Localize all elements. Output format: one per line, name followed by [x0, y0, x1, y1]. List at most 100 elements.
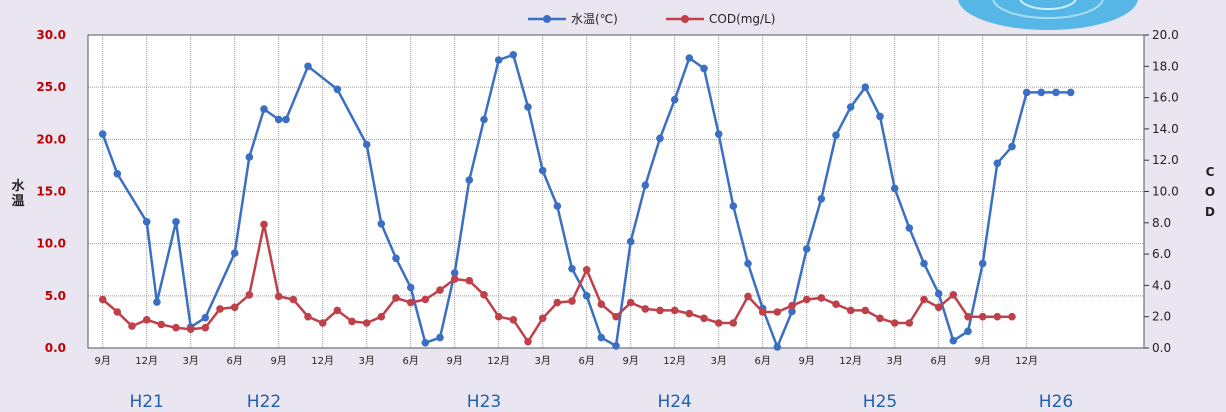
- cod-data-point: [538, 314, 547, 323]
- x-tick-label: 6月: [578, 355, 594, 367]
- cod-data-point: [553, 298, 562, 307]
- water-temp-data-point: [1066, 88, 1075, 97]
- x-tick-label: 12月: [135, 355, 158, 367]
- water-temp-data-point: [113, 170, 122, 178]
- cod-data-point: [582, 266, 591, 274]
- water-temp-data-point: [817, 195, 826, 203]
- water-temp-data-point: [568, 264, 576, 273]
- cod-data-point: [905, 319, 914, 327]
- cod-data-point: [978, 312, 987, 321]
- x-tick-label: 9月: [974, 355, 990, 367]
- series-layer: [98, 51, 1075, 351]
- cod-data-point: [157, 320, 166, 329]
- water-temp-data-point: [1022, 88, 1031, 97]
- y-right-tick-label: 16.0: [1152, 91, 1179, 105]
- fiscal-year-label: H22: [247, 392, 281, 412]
- water-temp-data-point: [788, 307, 796, 316]
- cod-data-point: [362, 319, 371, 327]
- cod-data-point: [817, 294, 826, 302]
- water-temp-data-point: [172, 218, 180, 226]
- cod-data-point: [993, 312, 1002, 321]
- x-tick-label: 6月: [226, 355, 242, 367]
- water-temp-data-point: [450, 269, 459, 277]
- cod-data-point: [920, 295, 928, 304]
- y-right-tick-label: 8.0: [1152, 216, 1171, 230]
- cod-data-point: [304, 312, 312, 321]
- y-right-tick-label: 0.0: [1152, 341, 1171, 355]
- cod-data-point: [758, 308, 767, 316]
- y-right-tick-label: 20.0: [1152, 28, 1179, 42]
- cod-data-point: [245, 291, 254, 299]
- x-tick-label: 6月: [930, 355, 946, 367]
- cod-data-point: [392, 294, 400, 302]
- cod-data-point: [201, 323, 210, 332]
- water-temp-data-point: [597, 333, 606, 342]
- cod-data-point: [436, 286, 444, 294]
- cod-data-point: [1008, 312, 1016, 321]
- cod-data-point: [480, 291, 488, 299]
- water-temp-data-point: [260, 105, 268, 113]
- water-temp-data-point: [230, 249, 239, 257]
- water-temp-data-point: [978, 259, 987, 268]
- cod-data-point: [612, 312, 620, 321]
- cod-data-point: [876, 314, 884, 323]
- y-right-tick-label: 18.0: [1152, 59, 1179, 73]
- x-tick-label: 12月: [1015, 355, 1038, 367]
- cod-data-point: [142, 316, 151, 324]
- legend: 水温(℃) COD(mg/L): [528, 12, 775, 26]
- cod-data-point: [333, 306, 342, 315]
- water-temp-data-point: [920, 259, 928, 268]
- cod-data-point: [260, 220, 268, 229]
- x-tick-label: 9月: [622, 355, 638, 367]
- y-right-tick-label: 4.0: [1152, 278, 1171, 292]
- cod-data-point: [230, 303, 239, 312]
- cod-data-point: [685, 309, 694, 318]
- water-temp-data-point: [377, 220, 386, 228]
- y-left-tick-label: 10.0: [36, 237, 66, 251]
- water-temp-data-point: [890, 184, 899, 193]
- x-tick-label: 3月: [710, 355, 726, 367]
- water-temp-data-point: [406, 283, 415, 292]
- ripple-ring: [1019, 0, 1077, 10]
- cod-data-point: [406, 298, 415, 307]
- x-tick-label: 12月: [663, 355, 686, 367]
- water-temp-data-point: [509, 51, 518, 59]
- water-temp-data-point: [436, 333, 444, 342]
- cod-data-point: [788, 301, 796, 310]
- y-right-axis-title: C: [1206, 165, 1215, 179]
- water-temp-data-point: [861, 83, 870, 91]
- water-temp-data-point: [964, 327, 972, 336]
- cod-data-point: [832, 300, 840, 309]
- cod-data-point: [846, 306, 855, 315]
- cod-data-point: [714, 319, 723, 327]
- cod-legend-label: COD(mg/L): [709, 12, 775, 26]
- water-temp-data-point: [846, 103, 855, 111]
- water-temp-data-point: [362, 140, 371, 149]
- water-temp-data-point: [934, 289, 943, 298]
- water-temp-data-point: [802, 245, 811, 253]
- cod-data-point: [524, 337, 532, 346]
- water-temp-data-point: [905, 224, 914, 232]
- water-temp-data-point: [1052, 88, 1060, 97]
- cod-data-point: [861, 306, 870, 315]
- y-left-tick-label: 0.0: [45, 341, 66, 355]
- y-right-tick-label: 2.0: [1152, 310, 1171, 324]
- y-left-tick-label: 20.0: [36, 132, 66, 146]
- cod-data-point: [377, 312, 386, 321]
- water-temp-data-point: [773, 343, 782, 351]
- fiscal-year-label: H21: [129, 392, 163, 412]
- water-temp-data-point: [670, 95, 679, 104]
- cod-data-point: [274, 292, 283, 301]
- cod-data-point: [450, 275, 459, 283]
- water-temp-data-point: [333, 85, 342, 94]
- x-tick-label: 3月: [358, 355, 374, 367]
- water-temp-data-point: [641, 181, 650, 189]
- cod-data-point: [318, 319, 327, 327]
- water-temp-data-point: [274, 115, 283, 124]
- cod-data-point: [934, 303, 943, 312]
- cod-data-point: [494, 312, 503, 321]
- water-temp-data-point: [553, 202, 562, 210]
- x-tick-label: 9月: [270, 355, 286, 367]
- cod-data-point: [890, 319, 899, 327]
